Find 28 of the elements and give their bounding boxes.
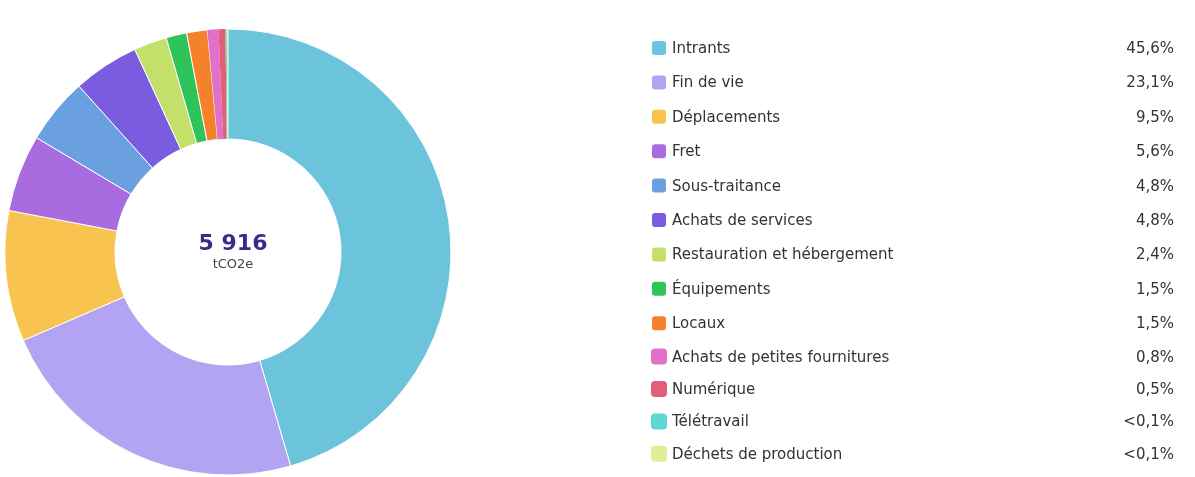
- text: tCO2e: [212, 256, 254, 271]
- legend-label: Déplacements: [672, 107, 781, 126]
- data-label: 45,6%: [1126, 39, 1174, 57]
- data-label: 4,8%: [1135, 211, 1174, 229]
- legend-label: Déchets de production: [672, 444, 843, 463]
- legend-label: Équipements: [672, 278, 771, 298]
- legend-label: Fret: [672, 142, 701, 161]
- data-label: 4,8%: [1135, 176, 1174, 195]
- data-label: 5,6%: [1135, 142, 1174, 161]
- legend-label: Sous-traitance: [672, 176, 781, 195]
- legend-label: Achats de services: [672, 211, 813, 229]
- data-label: 1,5%: [1135, 314, 1174, 333]
- data-label: 23,1%: [1126, 73, 1174, 92]
- text: 5 916: [198, 229, 268, 255]
- data-label: 0,5%: [1135, 380, 1174, 398]
- legend-label: Achats de petites fournitures: [672, 347, 890, 366]
- legend-label: Télétravail: [671, 412, 749, 431]
- legend-label: Restauration et hébergement: [672, 245, 894, 264]
- data-label: 1,5%: [1135, 279, 1174, 298]
- data-label: <0,1%: [1123, 412, 1174, 431]
- data-label: <0,1%: [1123, 444, 1174, 463]
- data-label: 2,4%: [1135, 245, 1174, 264]
- legend-label: Locaux: [672, 314, 726, 333]
- data-label: 9,5%: [1135, 107, 1174, 126]
- legend-label: Numérique: [672, 380, 756, 398]
- legend-label: Fin de vie: [672, 73, 744, 92]
- data-label: 0,8%: [1135, 347, 1174, 366]
- legend-label: Intrants: [672, 39, 731, 57]
